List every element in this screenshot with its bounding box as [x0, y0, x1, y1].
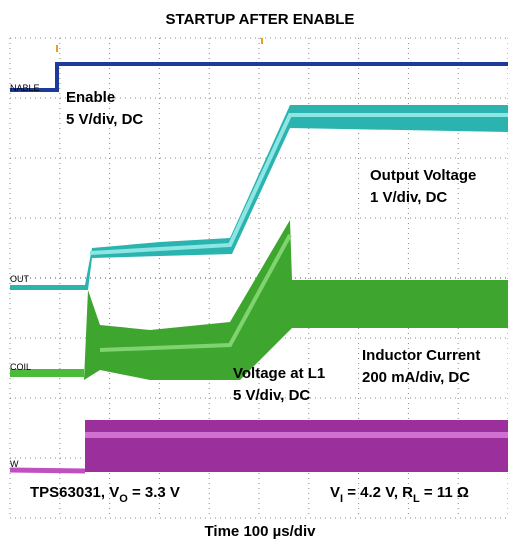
- annotation: 5 V/div, DC: [233, 387, 310, 404]
- footer: Time 100 µs/div: [205, 523, 317, 540]
- annotation-part: TPS63031, V: [30, 484, 119, 501]
- annotation: Inductor Current: [362, 347, 480, 364]
- annotation: Enable: [66, 89, 115, 106]
- enable-trace: [10, 62, 508, 92]
- annotation: 5 V/div, DC: [66, 111, 143, 128]
- title: STARTUP AFTER ENABLE: [166, 11, 355, 28]
- channel-tag: OUT: [10, 274, 30, 284]
- annotation-sub: L: [413, 493, 420, 505]
- coil-trace-highlight: [99, 234, 292, 352]
- annotation: Output Voltage: [370, 167, 476, 184]
- annotation-part: = 4.2 V, R: [343, 484, 413, 501]
- channel-tag: NABLE: [10, 83, 40, 93]
- annotation-sub: O: [119, 493, 128, 505]
- annotation-part: V: [330, 484, 340, 501]
- out-trace-highlight: [89, 113, 508, 255]
- annotation-part: = 3.3 V: [128, 484, 180, 501]
- annotation: 200 mA/div, DC: [362, 369, 470, 386]
- l1-trace: [10, 420, 508, 472]
- annotation: TPS63031, VO = 3.3 V: [30, 484, 180, 505]
- annotation: VI = 4.2 V, RL = 11 Ω: [330, 484, 469, 505]
- trigger-markers: [56, 38, 263, 52]
- out-trace: [10, 105, 508, 290]
- channel-tag: COIL: [10, 362, 31, 372]
- channel-tag: W: [10, 459, 19, 469]
- annotation-part: = 11 Ω: [420, 484, 469, 501]
- coil-trace: [84, 220, 508, 380]
- annotation-sub: I: [340, 493, 343, 505]
- annotation: 1 V/div, DC: [370, 189, 447, 206]
- l1-trace-start: [9, 467, 86, 474]
- annotation: Voltage at L1: [233, 365, 325, 382]
